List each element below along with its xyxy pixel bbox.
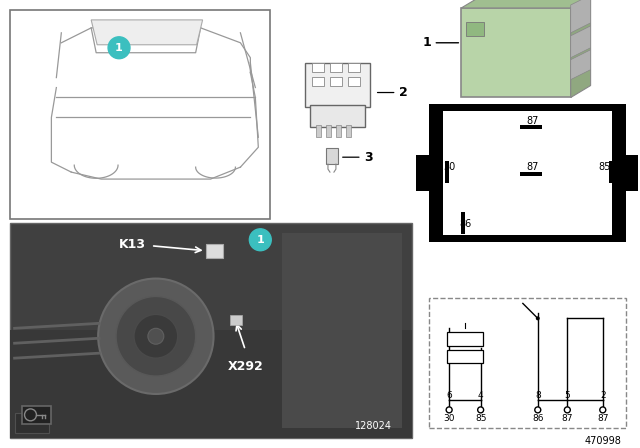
- Bar: [520, 172, 542, 176]
- Bar: [348, 77, 360, 86]
- Circle shape: [134, 314, 178, 358]
- Text: 30: 30: [444, 162, 456, 172]
- Bar: [330, 77, 342, 86]
- Bar: [461, 212, 465, 234]
- Circle shape: [564, 407, 570, 413]
- Bar: [447, 332, 483, 346]
- Circle shape: [536, 316, 540, 320]
- Circle shape: [148, 328, 164, 344]
- Bar: [305, 63, 370, 108]
- Text: 1: 1: [115, 43, 123, 53]
- Text: 2: 2: [600, 392, 605, 401]
- Bar: [467, 22, 484, 36]
- Text: 5: 5: [564, 392, 570, 401]
- Bar: [282, 233, 401, 428]
- Circle shape: [250, 229, 271, 251]
- Bar: [316, 125, 321, 137]
- Bar: [348, 63, 360, 72]
- Circle shape: [600, 407, 606, 413]
- Circle shape: [535, 407, 541, 413]
- Text: 86: 86: [532, 414, 543, 423]
- Text: 8: 8: [535, 392, 541, 401]
- Polygon shape: [571, 0, 591, 33]
- Polygon shape: [461, 0, 591, 8]
- Bar: [10, 223, 412, 438]
- Bar: [312, 77, 324, 86]
- Bar: [444, 112, 612, 235]
- Bar: [447, 350, 483, 363]
- Bar: [429, 104, 627, 242]
- Bar: [609, 161, 612, 183]
- Text: 87: 87: [527, 162, 539, 172]
- Text: 470998: 470998: [584, 436, 621, 446]
- Bar: [22, 406, 51, 424]
- Polygon shape: [571, 26, 591, 58]
- Circle shape: [446, 407, 452, 413]
- Text: 1: 1: [257, 235, 264, 245]
- Circle shape: [477, 407, 484, 413]
- Text: 87: 87: [561, 414, 573, 423]
- Text: 30: 30: [444, 414, 455, 423]
- Bar: [312, 63, 324, 72]
- Circle shape: [98, 279, 214, 394]
- Polygon shape: [571, 50, 591, 80]
- Bar: [445, 161, 449, 183]
- Circle shape: [116, 297, 196, 376]
- Bar: [15, 413, 49, 433]
- Text: 85: 85: [598, 162, 611, 172]
- Bar: [205, 244, 223, 258]
- Bar: [326, 125, 331, 137]
- Bar: [623, 155, 640, 191]
- Text: 4: 4: [478, 392, 483, 401]
- Text: 6: 6: [446, 392, 452, 401]
- Bar: [520, 125, 542, 129]
- Bar: [346, 125, 351, 137]
- Bar: [310, 105, 365, 127]
- Bar: [330, 63, 342, 72]
- Bar: [10, 330, 412, 438]
- Circle shape: [108, 37, 130, 59]
- Polygon shape: [91, 20, 203, 45]
- Text: 1: 1: [422, 36, 431, 49]
- Bar: [336, 125, 341, 137]
- Bar: [10, 10, 270, 219]
- Polygon shape: [571, 0, 591, 98]
- Bar: [461, 8, 571, 98]
- Bar: [326, 148, 338, 164]
- Bar: [415, 155, 433, 191]
- Text: 128024: 128024: [355, 421, 392, 431]
- Bar: [429, 298, 627, 428]
- Text: 86: 86: [459, 219, 472, 229]
- Text: 85: 85: [475, 414, 486, 423]
- Text: X292: X292: [227, 360, 263, 373]
- Bar: [230, 315, 243, 325]
- Text: 3: 3: [364, 151, 372, 164]
- Text: 87: 87: [527, 116, 539, 126]
- Text: 2: 2: [399, 86, 407, 99]
- Text: K13: K13: [119, 238, 146, 251]
- Text: 87: 87: [597, 414, 609, 423]
